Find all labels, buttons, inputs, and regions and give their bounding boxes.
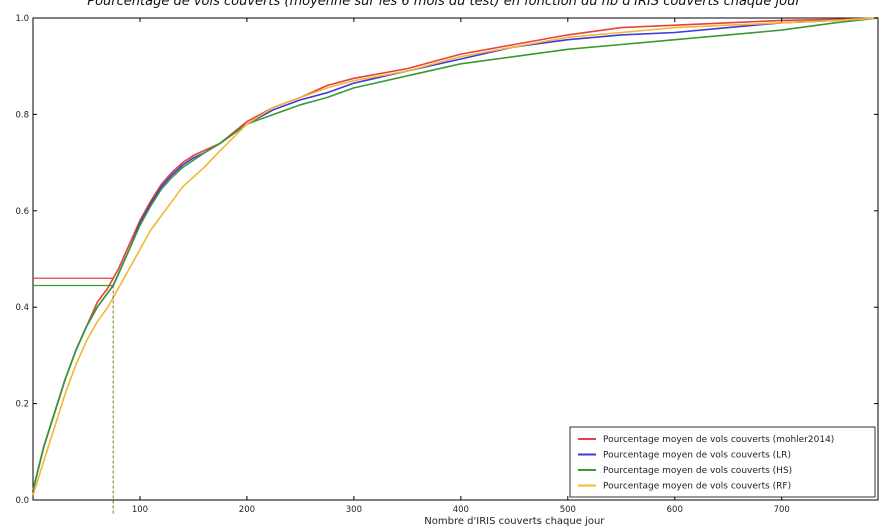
series-line-3 — [32, 17, 879, 496]
series-line-0 — [32, 17, 879, 491]
x-tick-label: 100 — [132, 505, 148, 515]
x-tick-label: 400 — [453, 505, 469, 515]
legend-label: Pourcentage moyen de vols couverts (mohl… — [603, 435, 834, 445]
legend: Pourcentage moyen de vols couverts (mohl… — [569, 426, 876, 498]
chart-title: Pourcentage de vols couverts (moyenne su… — [87, 0, 802, 9]
x-tick-label: 700 — [774, 505, 790, 515]
plot-frame — [32, 17, 879, 501]
axes: 100 200 300 400 500 600 700 0.0 0.2 0.4 0.6 0.8 1.0 — [15, 14, 878, 515]
series-line-2 — [32, 17, 879, 491]
x-tick-label: 300 — [346, 505, 362, 515]
legend-box — [569, 426, 876, 498]
legend-label: Pourcentage moyen de vols couverts (LR) — [603, 451, 791, 461]
y-tick-label: 0.4 — [15, 303, 29, 313]
x-tick-label: 200 — [239, 505, 255, 515]
x-axis-label: Nombre d'IRIS couverts chaque jour — [424, 516, 605, 527]
x-tick-label: 600 — [667, 505, 683, 515]
annotation-group — [33, 277, 114, 514]
y-tick-label: 0.0 — [15, 496, 29, 506]
y-tick-label: 0.6 — [15, 207, 29, 217]
x-tick-label: 500 — [560, 505, 576, 515]
y-tick-label: 1.0 — [15, 14, 29, 24]
plot-area — [32, 17, 879, 501]
y-tick-label: 0.2 — [15, 400, 29, 410]
y-tick-label: 0.8 — [15, 110, 29, 120]
legend-label: Pourcentage moyen de vols couverts (HS) — [603, 466, 792, 476]
series-group — [32, 17, 879, 496]
legend-label: Pourcentage moyen de vols couverts (RF) — [603, 482, 791, 492]
